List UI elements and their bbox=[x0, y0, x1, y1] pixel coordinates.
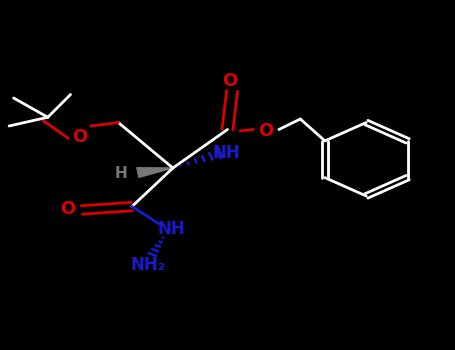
Text: O: O bbox=[258, 122, 274, 140]
Text: O: O bbox=[72, 127, 87, 146]
Text: NH₂: NH₂ bbox=[131, 256, 165, 274]
Text: O: O bbox=[222, 72, 238, 90]
Polygon shape bbox=[137, 168, 173, 177]
Text: NH: NH bbox=[158, 220, 185, 238]
Text: NH: NH bbox=[212, 144, 240, 162]
Text: O: O bbox=[60, 200, 75, 218]
Text: H: H bbox=[115, 167, 127, 181]
